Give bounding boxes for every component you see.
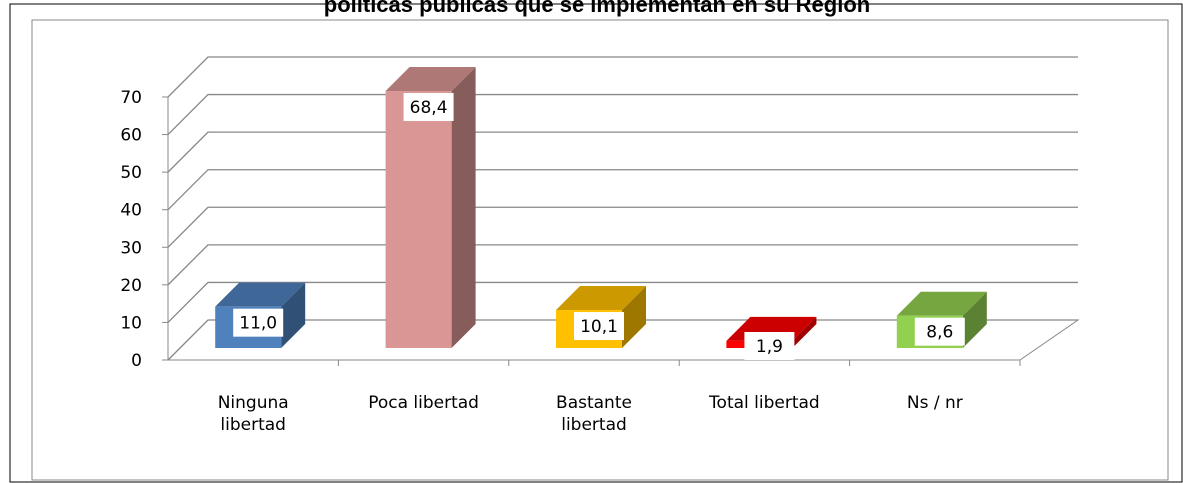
grid-line <box>167 93 1078 136</box>
y-tick-label: 10 <box>120 313 142 333</box>
grid-line <box>167 244 1078 286</box>
grid-line <box>167 56 1078 98</box>
y-tick-label: 20 <box>120 276 142 296</box>
grid-line <box>167 131 1078 173</box>
bar-top <box>385 67 476 92</box>
bar-side <box>281 282 306 348</box>
grid-line <box>167 281 1078 323</box>
value-label: 68,4 <box>410 98 448 118</box>
value-label-box <box>744 332 795 360</box>
value-label-box <box>233 308 284 337</box>
y-tick-label: 0 <box>131 351 142 371</box>
y-tick-label: 30 <box>120 238 142 258</box>
grid-line <box>167 169 1078 211</box>
value-label: 11,0 <box>239 314 277 334</box>
y-tick-label: 50 <box>120 163 142 183</box>
value-label-box <box>914 317 965 346</box>
y-tick-label: 40 <box>120 201 142 221</box>
value-label: 8,6 <box>926 323 953 343</box>
y-tick-label: 70 <box>120 88 142 108</box>
value-label: 1,9 <box>756 337 783 357</box>
bar-side <box>962 291 987 348</box>
bar <box>385 91 452 349</box>
x-tick-label: Ninguna libertad <box>217 393 289 435</box>
grid-line <box>167 206 1078 248</box>
chart-frame <box>31 19 1169 481</box>
bar-side <box>622 286 646 348</box>
x-tick-label: Poca libertad <box>368 393 479 413</box>
x-tick-label: Ns / nr <box>906 393 963 413</box>
value-label-box <box>574 312 624 341</box>
bar-side <box>792 316 817 348</box>
y-tick-label: 60 <box>120 126 142 146</box>
value-label-box <box>403 93 454 122</box>
x-tick-label: Bastante libertad <box>556 393 632 435</box>
bar-top <box>215 282 306 307</box>
outer-frame <box>9 3 1183 483</box>
chart-title: políticas públicas que se implementan en… <box>324 0 870 17</box>
bar-side <box>451 67 476 349</box>
bar-top <box>556 286 646 311</box>
x-tick-label: Total libertad <box>709 393 820 413</box>
bar-top <box>896 291 987 316</box>
value-label: 10,1 <box>580 317 618 337</box>
